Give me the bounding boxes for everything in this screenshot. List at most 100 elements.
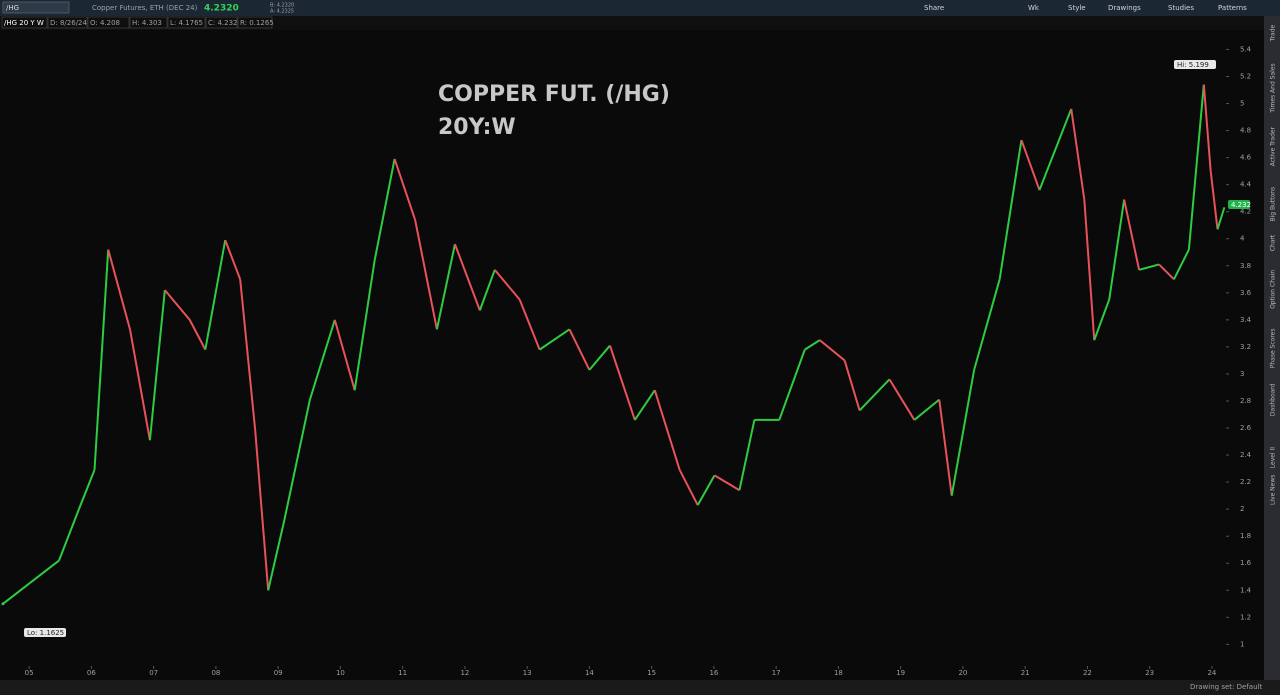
price-segment xyxy=(568,328,591,371)
y-tick-label: 3.4 xyxy=(1240,316,1252,324)
x-tick-label: 24 xyxy=(1207,669,1216,677)
x-tick-label: 18 xyxy=(834,669,843,677)
price-segment xyxy=(353,260,376,391)
price-segment xyxy=(2,582,30,605)
x-tick-label: 10 xyxy=(336,669,345,677)
toolbar-button[interactable]: Wk xyxy=(1028,4,1040,12)
annotation-box xyxy=(1174,60,1216,69)
price-segment xyxy=(164,289,191,321)
sidebar-tab[interactable]: Live News xyxy=(1270,475,1277,505)
annotation-box xyxy=(24,628,66,637)
y-tick-label: 2.8 xyxy=(1240,397,1251,405)
y-tick-label: 1.8 xyxy=(1240,532,1251,540)
x-tick-label: 08 xyxy=(211,669,220,677)
y-tick-label: 2.2 xyxy=(1240,478,1251,486)
price-segment xyxy=(1216,207,1226,230)
symbol-box[interactable] xyxy=(2,1,70,14)
price-segment xyxy=(93,249,110,471)
sidebar-tab[interactable]: Option Chain xyxy=(1270,270,1277,309)
price-segment xyxy=(333,319,356,391)
price-segment xyxy=(1187,84,1205,250)
x-tick-label: 07 xyxy=(149,669,158,677)
price-segment xyxy=(1209,171,1219,230)
toolbar-button[interactable]: Patterns xyxy=(1218,4,1247,12)
price-segment xyxy=(588,344,611,371)
price-segment xyxy=(843,360,861,411)
price-segment xyxy=(1158,263,1175,281)
x-tick-label: 19 xyxy=(896,669,905,677)
price-segment xyxy=(308,319,336,400)
y-tick-label: 1.2 xyxy=(1240,613,1251,621)
annotation: Hi: 5.199 xyxy=(1177,61,1209,69)
toolbar-button[interactable]: Studies xyxy=(1168,4,1194,12)
price-segment xyxy=(518,299,541,350)
price-segment xyxy=(1123,199,1141,271)
sidebar-tab[interactable]: Big Buttons xyxy=(1270,187,1277,222)
top-bar xyxy=(0,0,1280,16)
price-segment xyxy=(1038,108,1073,191)
toolbar-button[interactable]: Style xyxy=(1068,4,1086,12)
y-tick-label: 2.6 xyxy=(1240,424,1252,432)
sidebar-tab[interactable]: Times And Sales xyxy=(1270,63,1277,113)
info-text: L: 4.1765 xyxy=(170,19,203,27)
price-segment xyxy=(283,399,311,521)
y-tick-label: 1.4 xyxy=(1240,586,1252,594)
price-segment xyxy=(107,249,131,330)
y-tick-label: 5.4 xyxy=(1240,45,1252,53)
annotation-box xyxy=(1228,200,1250,209)
price-segment xyxy=(609,345,636,421)
toolbar-button[interactable]: Drawings xyxy=(1108,4,1141,12)
price-segment xyxy=(938,399,953,496)
y-tick-label: 4.6 xyxy=(1240,154,1252,162)
price-segment xyxy=(224,239,242,280)
y-tick-label: 4.4 xyxy=(1240,181,1252,189)
y-tick-label: 5 xyxy=(1240,100,1244,108)
annotation: 4.232 xyxy=(1231,201,1251,209)
y-tick-label: 4 xyxy=(1240,235,1245,243)
y-tick-label: 4.8 xyxy=(1240,127,1251,135)
sidebar-tab[interactable]: Trade xyxy=(1270,24,1277,42)
footer-text: Drawing set: Default xyxy=(1190,683,1262,691)
price-segment xyxy=(1138,263,1160,271)
sidebar-tab[interactable]: Phase Scores xyxy=(1270,329,1277,369)
price-segment xyxy=(819,339,846,362)
y-tick-label: 1.6 xyxy=(1240,559,1252,567)
price-segment xyxy=(28,559,60,585)
sidebar-tab[interactable]: Dashboard xyxy=(1270,383,1277,416)
price-segment xyxy=(414,219,438,330)
info-text: R: 0.1265 xyxy=(240,19,274,27)
y-tick-label: 1 xyxy=(1240,640,1244,648)
price-segment xyxy=(454,243,481,311)
sidebar-tab[interactable]: Active Trader xyxy=(1270,126,1277,166)
price-segment xyxy=(1070,108,1086,200)
annotation: Lo: 1.1625 xyxy=(27,629,64,637)
y-tick-label: 3.6 xyxy=(1240,289,1252,297)
price-segment xyxy=(539,328,571,351)
price-segment xyxy=(696,474,716,506)
price-segment xyxy=(714,474,740,492)
ask: A: 4.2325 xyxy=(270,9,294,15)
info-text: D: 8/26/24 xyxy=(50,19,88,27)
chart-subtitle: 20Y:W xyxy=(438,115,516,140)
footer-bar xyxy=(0,680,1280,695)
sidebar-tab[interactable]: Level II xyxy=(1270,447,1277,469)
x-tick-label: 16 xyxy=(709,669,718,677)
info-cell xyxy=(1,16,48,29)
info-cell xyxy=(87,16,130,29)
price-segment xyxy=(435,243,456,330)
toolbar-button[interactable]: Share xyxy=(924,4,944,12)
price-segment xyxy=(58,508,80,561)
info-cell xyxy=(47,16,88,29)
price-segment xyxy=(494,269,521,301)
y-tick-label: 5.2 xyxy=(1240,72,1251,80)
sidebar-tab[interactable]: Chart xyxy=(1270,234,1277,251)
price-segment xyxy=(998,139,1023,280)
chart-title: COPPER FUT. (/HG) xyxy=(438,82,670,107)
price-segment xyxy=(678,469,699,506)
x-tick-label: 09 xyxy=(274,669,283,677)
y-tick-label: 3.8 xyxy=(1240,262,1251,270)
x-tick-label: 12 xyxy=(460,669,469,677)
symbol[interactable]: /HG xyxy=(6,4,19,12)
